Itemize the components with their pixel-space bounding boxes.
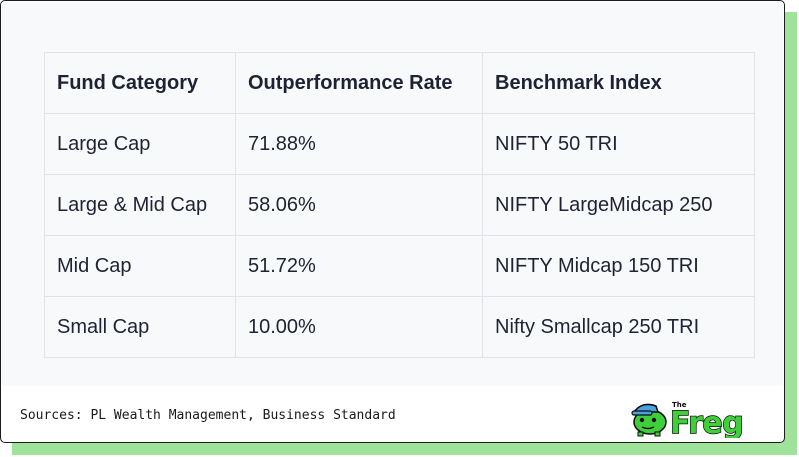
table-row: Mid Cap 51.72% NIFTY Midcap 150 TRI: [44, 235, 755, 297]
fund-category-cell: Mid Cap: [44, 235, 236, 297]
frog-mascot-icon: [631, 403, 667, 437]
table-row: Large Cap 71.88% NIFTY 50 TRI: [44, 113, 755, 175]
fund-outperformance-table: Fund Category Outperformance Rate Benchm…: [44, 52, 755, 358]
outperformance-rate-cell: 71.88%: [235, 113, 483, 175]
fund-category-cell: Small Cap: [44, 296, 236, 358]
table-header-row: Fund Category Outperformance Rate Benchm…: [44, 52, 755, 114]
outperformance-rate-cell: 10.00%: [235, 296, 483, 358]
logo-wordmark: Freg: [670, 406, 743, 438]
logo-small-text: The: [672, 401, 687, 409]
benchmark-index-cell: Nifty Smallcap 250 TRI: [482, 296, 755, 358]
table-row: Small Cap 10.00% Nifty Smallcap 250 TRI: [44, 296, 755, 358]
sources-note: Sources: PL Wealth Management, Business …: [20, 408, 396, 423]
benchmark-index-cell: NIFTY 50 TRI: [482, 113, 755, 175]
infographic-card: Fund Category Outperformance Rate Benchm…: [0, 0, 785, 443]
benchmark-index-cell: NIFTY Midcap 150 TRI: [482, 235, 755, 297]
outperformance-rate-cell: 58.06%: [235, 174, 483, 236]
column-header-outperformance-rate: Outperformance Rate: [235, 52, 483, 114]
column-header-benchmark-index: Benchmark Index: [482, 52, 755, 114]
fund-category-cell: Large Cap: [44, 113, 236, 175]
the-freg-logo: The Freg: [631, 401, 744, 438]
column-header-fund-category: Fund Category: [44, 52, 236, 114]
outperformance-rate-cell: 51.72%: [235, 235, 483, 297]
table-row: Large & Mid Cap 58.06% NIFTY LargeMidcap…: [44, 174, 755, 236]
benchmark-index-cell: NIFTY LargeMidcap 250: [482, 174, 755, 236]
fund-category-cell: Large & Mid Cap: [44, 174, 236, 236]
